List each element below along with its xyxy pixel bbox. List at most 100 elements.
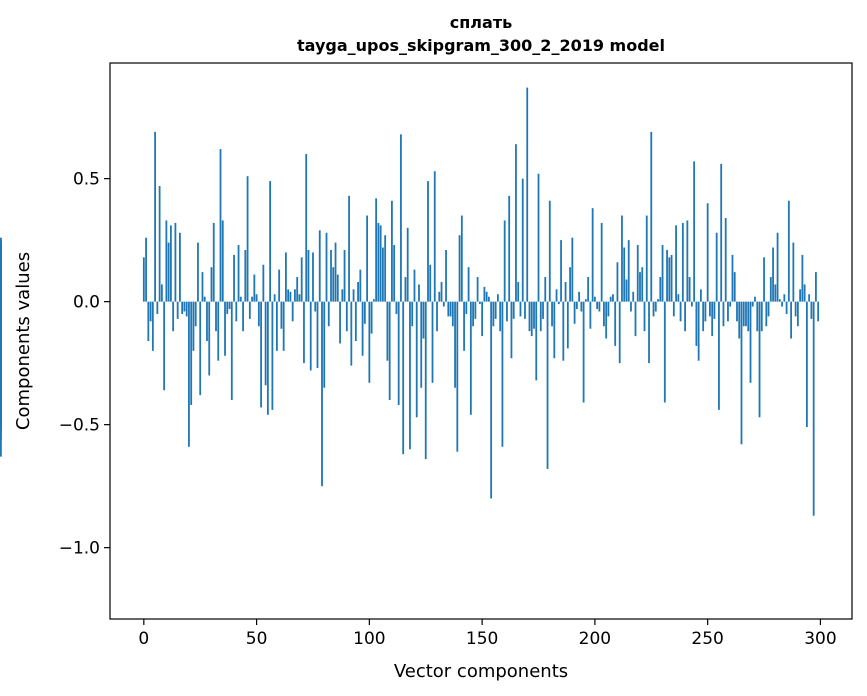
bar — [630, 301, 632, 312]
bar — [264, 301, 267, 386]
bar — [474, 301, 477, 319]
bar — [341, 289, 344, 302]
bar — [688, 277, 691, 302]
bar — [456, 301, 459, 452]
bar — [625, 279, 628, 302]
bar — [242, 301, 244, 332]
bar — [530, 301, 533, 337]
bar — [176, 301, 179, 319]
bar — [384, 235, 387, 302]
bar — [738, 301, 741, 339]
bar — [697, 301, 700, 361]
bar — [149, 301, 152, 322]
bar — [720, 163, 723, 302]
bar — [194, 301, 197, 327]
bar — [158, 186, 161, 302]
bar — [226, 301, 229, 314]
bar — [472, 301, 474, 327]
bar — [447, 301, 450, 317]
x-tick-label: 300 — [804, 629, 836, 649]
bar — [569, 267, 571, 302]
bar — [643, 301, 646, 332]
bar — [758, 301, 761, 418]
bar — [0, 240, 2, 302]
bar — [508, 195, 511, 302]
bar — [537, 173, 540, 302]
bar — [503, 220, 506, 302]
bar — [165, 220, 168, 302]
bar — [156, 301, 159, 314]
bar — [415, 301, 418, 418]
bar — [560, 240, 562, 302]
bar — [354, 301, 357, 341]
bar — [221, 220, 224, 302]
bar — [224, 301, 226, 356]
bar — [345, 301, 348, 332]
bar — [332, 267, 335, 302]
bar — [368, 301, 371, 383]
bar — [201, 272, 204, 302]
bar — [406, 227, 409, 302]
bar — [363, 301, 366, 324]
bar — [206, 301, 208, 341]
bar — [542, 301, 544, 319]
bar — [618, 301, 621, 364]
bar — [433, 171, 436, 302]
bar — [169, 225, 172, 302]
bar — [377, 222, 380, 302]
bar — [427, 181, 429, 302]
x-tick-label: 250 — [691, 629, 723, 649]
bar — [616, 262, 619, 302]
bar — [235, 301, 238, 322]
bar — [546, 301, 549, 469]
bar — [454, 301, 456, 388]
bar — [623, 247, 626, 302]
bar — [266, 301, 269, 415]
bar — [330, 249, 332, 302]
bar — [190, 301, 193, 405]
chart-title: сплать — [450, 13, 512, 32]
bar — [521, 178, 524, 302]
bar — [535, 301, 538, 381]
bar — [733, 272, 736, 302]
bar — [792, 242, 795, 302]
bar — [702, 301, 705, 332]
bar — [215, 301, 217, 332]
bar — [181, 301, 184, 314]
bar — [309, 301, 312, 371]
bar — [803, 284, 806, 302]
bar — [657, 299, 659, 302]
bar — [321, 301, 323, 487]
bar — [348, 195, 350, 302]
x-tick-label: 200 — [579, 629, 611, 649]
bar — [690, 301, 693, 307]
bar — [557, 301, 560, 305]
bar — [217, 301, 220, 361]
bar — [648, 301, 650, 364]
bar — [515, 144, 517, 302]
bar — [555, 289, 558, 302]
bar — [483, 286, 486, 302]
bar — [722, 301, 725, 327]
bar — [361, 301, 364, 356]
bar — [745, 301, 747, 327]
bar — [257, 301, 260, 327]
bar — [282, 301, 285, 351]
bar — [372, 299, 375, 302]
bar-series — [0, 87, 820, 516]
bar — [381, 247, 384, 302]
bar — [686, 220, 689, 302]
bar — [476, 277, 479, 302]
bar — [237, 245, 240, 302]
bar — [404, 277, 407, 302]
bar — [312, 252, 314, 302]
bar — [210, 267, 213, 302]
bar — [713, 301, 716, 319]
bar — [519, 301, 522, 317]
bar — [709, 301, 711, 317]
bar — [727, 301, 729, 322]
bar — [409, 301, 411, 450]
bar — [562, 301, 565, 361]
bar — [539, 301, 542, 332]
bar — [413, 269, 416, 302]
